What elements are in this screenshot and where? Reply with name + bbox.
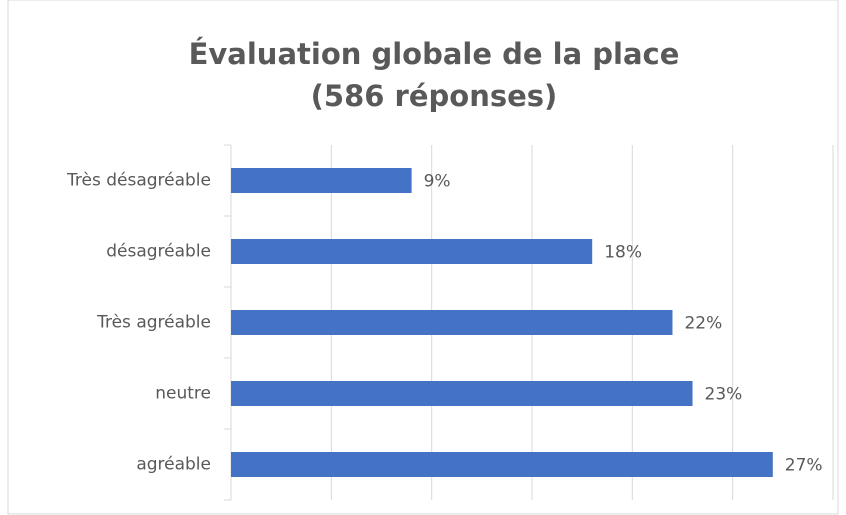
data-label: 27%	[785, 456, 823, 476]
chart-title: (586 réponses)	[311, 79, 558, 113]
bar	[231, 381, 693, 406]
bar	[231, 239, 593, 264]
data-label: 22%	[684, 314, 722, 334]
y-tick-label: Très agréable	[96, 313, 211, 333]
y-tick-label: neutre	[155, 384, 211, 404]
chart-title: Évaluation globale de la place	[189, 37, 680, 71]
data-label: 23%	[705, 385, 743, 405]
bar	[231, 452, 773, 477]
bar	[231, 168, 412, 193]
y-tick-label: agréable	[136, 455, 211, 475]
bar	[231, 310, 673, 335]
data-label: 9%	[424, 172, 451, 192]
y-tick-label: Très désagréable	[66, 171, 211, 191]
y-tick-label: désagréable	[106, 242, 211, 262]
data-label: 18%	[604, 243, 642, 263]
